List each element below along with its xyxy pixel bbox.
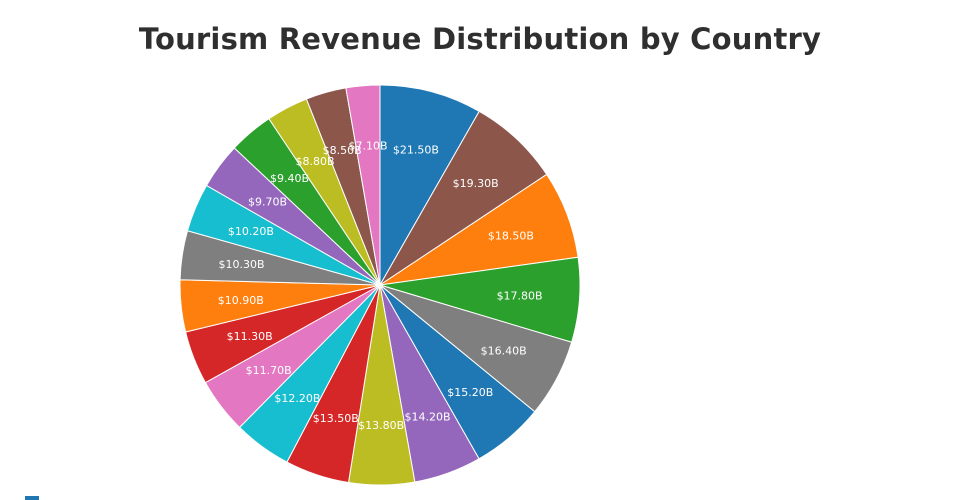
slice-label-14: $10.30B: [219, 258, 265, 271]
slice-label-19: $8.50B: [323, 144, 362, 157]
slice-label-17: $9.40B: [270, 172, 309, 185]
legend-swatch[interactable]: [25, 496, 39, 500]
slice-label-7: $14.20B: [405, 411, 451, 424]
slice-label-18: $8.80B: [295, 155, 334, 168]
pie-slice-1[interactable]: [379, 84, 480, 287]
slice-label-6: $15.20B: [447, 386, 493, 399]
slice-label-15: $10.20B: [228, 225, 274, 238]
slice-label-10: $12.20B: [274, 392, 320, 405]
slice-label-16: $9.70B: [248, 196, 287, 209]
slice-label-2: $19.30B: [453, 177, 499, 190]
slice-label-3: $18.50B: [488, 229, 534, 242]
pie-slice-20[interactable]: [345, 84, 381, 286]
slice-label-11: $11.70B: [246, 364, 292, 377]
slice-label-12: $11.30B: [227, 330, 273, 343]
slice-label-5: $16.40B: [481, 345, 527, 358]
slice-label-13: $10.90B: [218, 294, 264, 307]
chart-title: Tourism Revenue Distribution by Country: [138, 22, 822, 56]
pie-slices: [179, 84, 581, 486]
slice-label-4: $17.80B: [497, 290, 543, 303]
slice-label-8: $13.80B: [358, 419, 404, 432]
slice-label-20: $7.10B: [348, 140, 387, 153]
slice-label-9: $13.50B: [313, 412, 359, 425]
pie-labels: $21.50B $19.30B $18.50B $17.80B $16.40B $15.2…: [218, 140, 543, 432]
slice-label-1: $21.50B: [393, 144, 439, 157]
